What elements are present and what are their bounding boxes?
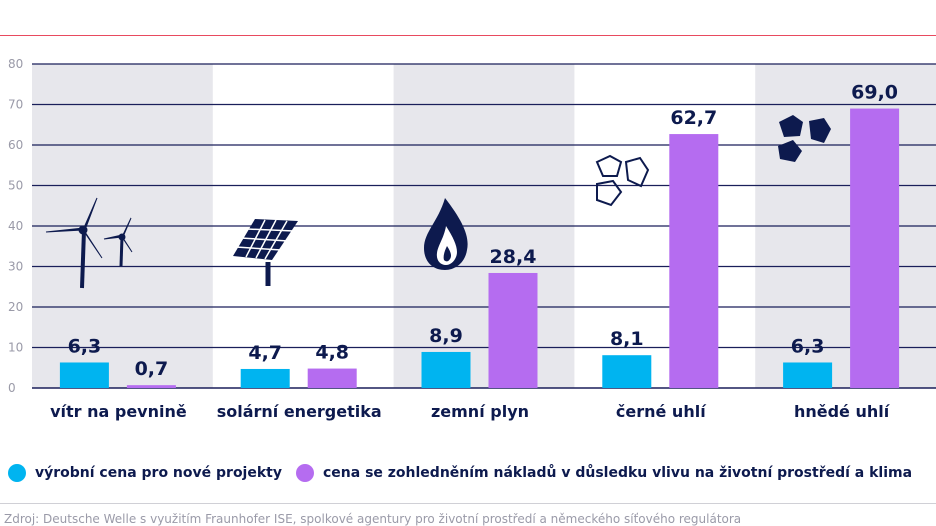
category-label: černé uhlí [616, 402, 707, 421]
data-label: 6,3 [791, 335, 825, 357]
legend-item-full-cost: cena se zohledněním nákladů v důsledku v… [295, 464, 913, 482]
legend-swatch-production-cost [8, 464, 26, 482]
y-tick-label: 40 [8, 219, 23, 233]
y-tick-label: 20 [8, 300, 23, 314]
y-axis-ticks: 0 10 20 30 40 50 60 70 80 [8, 57, 23, 395]
y-tick-label: 60 [8, 138, 23, 152]
data-label: 28,4 [490, 246, 537, 268]
bar [850, 108, 900, 389]
data-label: 4,7 [248, 342, 282, 364]
y-tick-label: 80 [8, 57, 23, 71]
gas-flame-icon [424, 198, 468, 270]
bar [488, 272, 538, 388]
bar [421, 351, 471, 388]
bar-chart: 0 10 20 30 40 50 60 70 80 [8, 57, 936, 421]
category-label: hnědé uhlí [794, 402, 891, 421]
bar [307, 368, 357, 388]
legend-swatch-full-cost [295, 464, 314, 482]
source-note: Zdroj: Deutsche Welle s využitím Fraunho… [4, 512, 742, 526]
legend-label-full-cost: cena se zohledněním nákladů v důsledku v… [322, 465, 913, 481]
lignite-icon [778, 115, 831, 162]
category-label: zemní plyn [431, 402, 529, 421]
bar [126, 385, 176, 388]
y-tick-label: 0 [8, 381, 16, 395]
y-tick-label: 70 [8, 98, 23, 112]
legend-label-production-cost: výrobní cena pro nové projekty [35, 465, 282, 481]
data-label: 69,0 [851, 82, 898, 104]
bar [240, 368, 290, 388]
bars [59, 108, 900, 389]
solar-panel-icon [233, 219, 298, 286]
bar [602, 355, 652, 388]
bar [783, 362, 833, 388]
category-label: vítr na pevnině [50, 402, 187, 421]
y-tick-label: 50 [8, 179, 23, 193]
bar [59, 362, 109, 388]
category-labels: vítr na pevnině solární energetika zemní p… [50, 402, 891, 421]
bar [669, 134, 719, 388]
data-labels: 6,3 0,7 4,7 4,8 8,9 28,4 8,1 62,7 6,3 69,0 [68, 82, 898, 381]
data-label: 0,7 [135, 358, 169, 380]
category-label: solární energetika [217, 402, 382, 421]
title-divider [0, 35, 936, 36]
y-tick-label: 30 [8, 260, 23, 274]
y-tick-label: 10 [8, 341, 23, 355]
data-label: 8,1 [610, 328, 644, 350]
footer-divider [0, 503, 936, 504]
hard-coal-icon [595, 154, 650, 207]
category-bands [32, 64, 936, 388]
legend: výrobní cena pro nové projekty cena se z… [8, 461, 936, 485]
wind-turbine-icon [45, 197, 133, 289]
data-label: 8,9 [429, 325, 463, 347]
legend-item-production-cost: výrobní cena pro nové projekty [8, 464, 282, 482]
data-label: 62,7 [670, 107, 717, 129]
data-label: 4,8 [315, 342, 349, 364]
data-label: 6,3 [68, 335, 102, 357]
